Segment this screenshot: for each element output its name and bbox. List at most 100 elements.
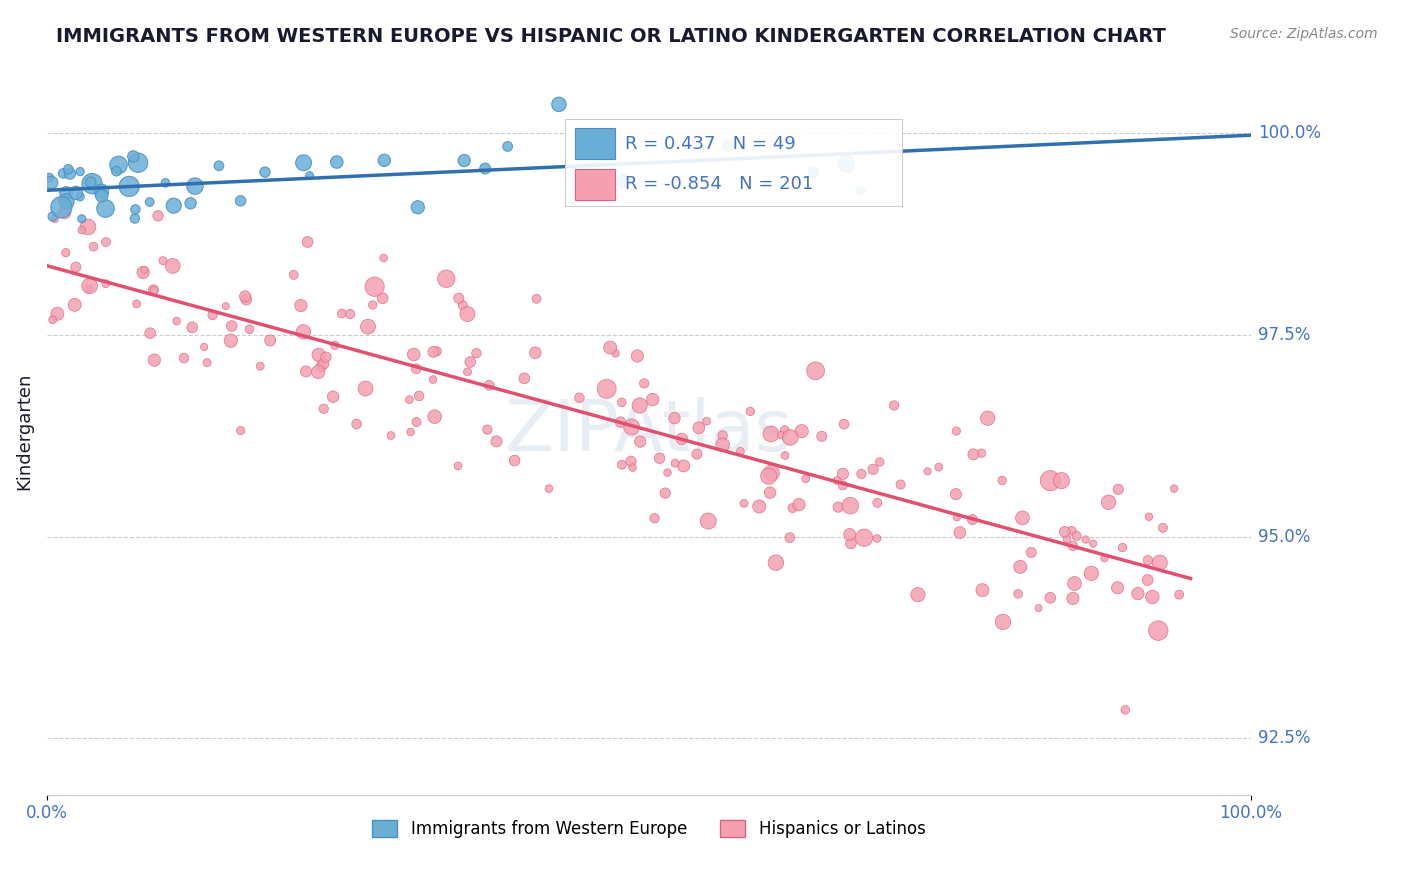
Point [405,361,427,376]
Point [458,355,481,369]
Point [1083,536,1105,550]
Point [132,265,155,279]
Point [831,478,853,492]
Point [1010,560,1032,574]
Point [605,346,627,360]
Point [991,615,1014,629]
Point [1050,474,1073,488]
Point [173,351,195,365]
Point [1107,581,1129,595]
Point [838,527,860,541]
Point [599,341,621,355]
Point [866,532,889,546]
Point [124,202,146,217]
Point [773,449,796,463]
Point [166,314,188,328]
Point [41,176,63,190]
Point [609,415,631,429]
Point [77,219,100,234]
Point [759,426,782,441]
Point [945,487,967,501]
Point [869,455,891,469]
Point [1011,511,1033,525]
Point [610,458,633,472]
Point [593,140,616,154]
Point [94,277,117,291]
Point [1097,495,1119,509]
Point [730,444,752,458]
Point [1114,703,1136,717]
Point [398,392,420,407]
Point [790,424,813,438]
Point [219,334,242,348]
Point [309,359,332,374]
Point [79,279,101,293]
Point [972,583,994,598]
Point [346,417,368,431]
Point [620,454,643,468]
Point [1039,474,1062,488]
Point [292,325,315,339]
Point [447,458,470,473]
Point [77,281,100,295]
Point [107,158,129,172]
Point [373,251,395,265]
Point [162,259,184,273]
Point [644,511,666,525]
Point [1094,551,1116,566]
Point [862,462,884,476]
Point [477,423,499,437]
Point [361,298,384,312]
Point [1007,587,1029,601]
Point [711,438,734,452]
Point [628,399,651,413]
Point [373,153,395,168]
Point [122,149,145,163]
Point [323,338,346,352]
Point [991,474,1014,488]
Point [612,174,634,188]
Point [787,498,810,512]
Point [827,500,849,515]
Point [917,464,939,478]
Point [399,425,422,439]
Point [143,284,166,298]
Point [654,486,676,500]
Point [621,460,644,475]
Point [688,421,710,435]
Point [371,291,394,305]
Point [1060,524,1083,538]
Point [1019,545,1042,559]
Point [547,97,569,112]
Point [733,496,755,510]
Point [1028,601,1050,615]
Text: Source: ZipAtlas.com: Source: ZipAtlas.com [1230,27,1378,41]
Point [63,298,86,312]
Point [105,164,128,178]
Point [315,350,337,364]
Point [1063,576,1085,591]
Point [363,279,385,293]
Point [59,167,82,181]
Point [1062,591,1084,606]
Point [1107,483,1129,497]
Point [41,312,63,326]
Point [51,200,73,214]
Point [312,401,335,416]
Point [883,398,905,412]
Point [832,467,855,481]
Point [184,179,207,194]
Point [292,155,315,169]
Point [249,359,271,374]
Point [1039,591,1062,605]
Text: 92.5%: 92.5% [1258,730,1310,747]
Point [295,364,318,378]
Point [457,365,479,379]
Point [657,466,679,480]
Text: ZIPAtlas: ZIPAtlas [505,397,793,467]
Point [711,428,734,442]
Point [402,347,425,361]
Point [238,322,260,336]
Point [52,193,75,207]
Point [1053,524,1076,539]
